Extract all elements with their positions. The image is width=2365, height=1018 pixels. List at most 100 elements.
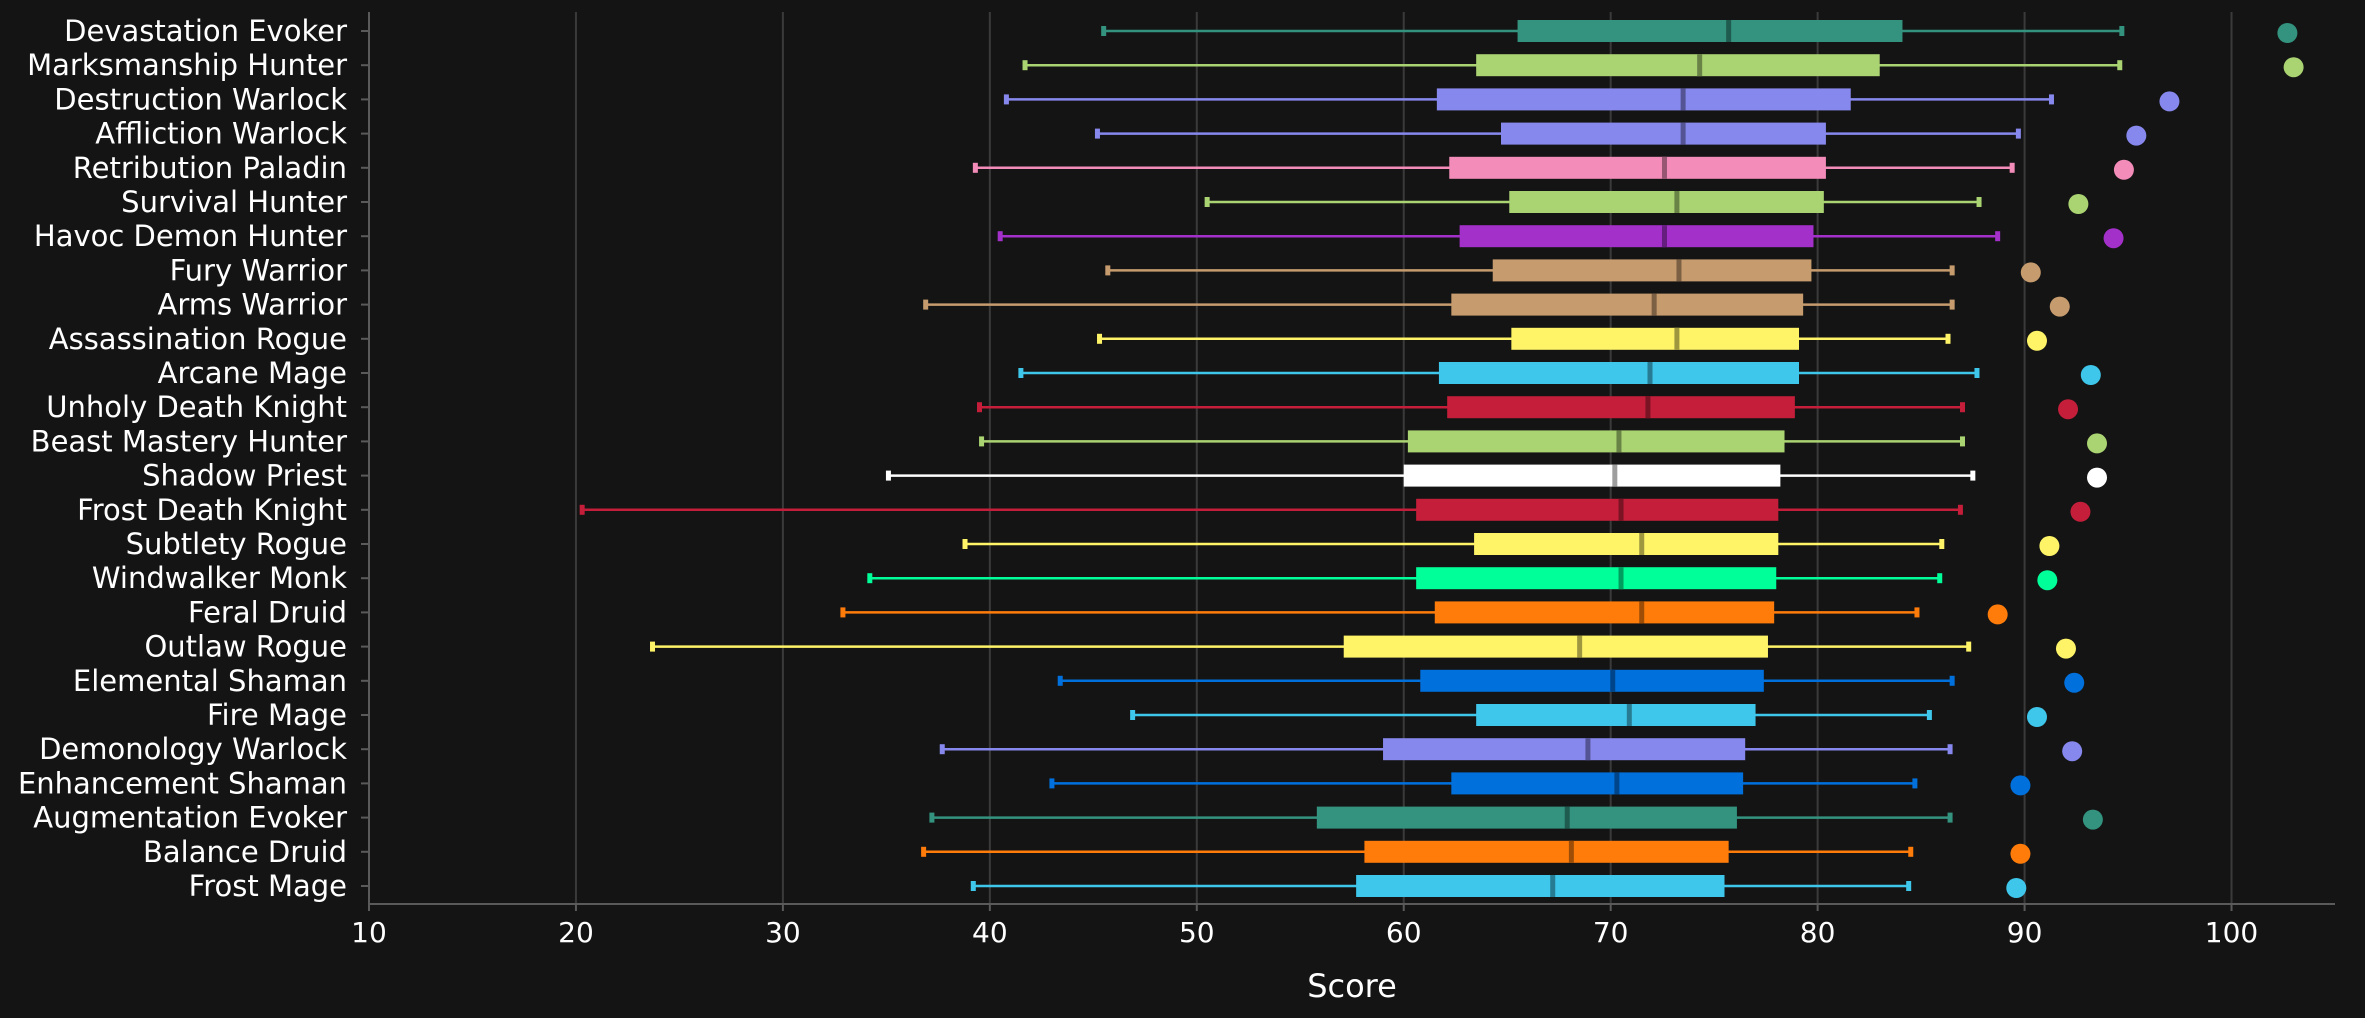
median-mark bbox=[1674, 327, 1680, 350]
median-mark bbox=[1647, 362, 1653, 384]
top-score-dot bbox=[1987, 604, 2008, 625]
category-label: Shadow Priest bbox=[142, 459, 347, 493]
top-score-dot bbox=[2103, 228, 2124, 249]
category-label: Frost Mage bbox=[189, 869, 347, 903]
whisker-cap-min bbox=[1101, 26, 1107, 36]
whisker-cap-min bbox=[1018, 368, 1024, 378]
whisker-cap-min bbox=[962, 539, 968, 549]
whisker-cap-max bbox=[1949, 299, 1955, 310]
box-shadow-priest bbox=[885, 464, 2108, 488]
category-label: Demonology Warlock bbox=[39, 732, 347, 766]
whisker-cap-max bbox=[1908, 846, 1914, 857]
whisker-cap-min bbox=[976, 402, 982, 413]
box-iqr bbox=[1476, 704, 1756, 726]
category-label: Survival Hunter bbox=[121, 185, 347, 219]
whisker-cap-max bbox=[1974, 368, 1980, 378]
whisker-cap-max bbox=[2009, 162, 2015, 173]
whisker-cap-min bbox=[923, 299, 929, 310]
box-unholy-death-knight bbox=[976, 396, 2079, 420]
whisker-cap-min bbox=[929, 812, 935, 823]
box-iqr bbox=[1476, 54, 1880, 77]
median-mark bbox=[1639, 533, 1645, 555]
median-mark bbox=[1618, 567, 1624, 590]
top-score-dot bbox=[2039, 536, 2060, 556]
box-iqr bbox=[1451, 293, 1804, 316]
whisker-cap-max bbox=[1970, 470, 1976, 481]
median-mark bbox=[1680, 122, 1686, 145]
x-tick-labels: 10 20 30 40 50 60 70 80 90 100 bbox=[351, 916, 2258, 949]
top-score-dot bbox=[2087, 433, 2108, 454]
top-score-dot bbox=[2159, 91, 2180, 112]
top-score-dot bbox=[2283, 57, 2304, 78]
box-iqr bbox=[1501, 122, 1826, 145]
category-label: Fury Warrior bbox=[170, 253, 348, 287]
median-mark bbox=[1726, 20, 1732, 42]
whisker-cap-max bbox=[2119, 26, 2125, 36]
whisker-cap-min bbox=[979, 436, 985, 447]
whisker-cap-max bbox=[1912, 778, 1918, 789]
box-iqr bbox=[1447, 396, 1795, 419]
top-score-dot bbox=[2026, 707, 2047, 727]
box-iqr bbox=[1509, 191, 1824, 213]
whisker-cap-max bbox=[1959, 436, 1965, 447]
box-survival-hunter bbox=[1204, 191, 2089, 214]
category-label: Feral Druid bbox=[188, 595, 347, 629]
box-arms-warrior bbox=[923, 293, 2070, 317]
grid-lines bbox=[574, 12, 2233, 904]
median-mark bbox=[1645, 396, 1651, 419]
whisker-cap-max bbox=[1949, 675, 1955, 686]
median-mark bbox=[1626, 704, 1632, 726]
box-affliction-warlock bbox=[1094, 122, 2147, 146]
whisker-cap-min bbox=[972, 162, 978, 173]
median-mark bbox=[1676, 259, 1682, 282]
box-fire-mage bbox=[1130, 704, 2047, 727]
whisker-cap-max bbox=[1949, 265, 1955, 276]
category-label: Arcane Mage bbox=[158, 356, 347, 390]
top-score-dot bbox=[2006, 878, 2027, 898]
category-label: Arms Warrior bbox=[158, 288, 348, 322]
box-retribution-paladin bbox=[972, 156, 2134, 180]
category-label: Elemental Shaman bbox=[73, 664, 347, 698]
whisker-cap-min bbox=[650, 641, 656, 652]
whisker-cap-max bbox=[1995, 231, 2001, 242]
box-iqr bbox=[1356, 875, 1725, 897]
top-score-dot bbox=[2068, 194, 2089, 214]
whisker-cap-min bbox=[921, 846, 927, 857]
x-tick-label: 50 bbox=[1179, 916, 1215, 949]
box-augmentation-evoker bbox=[929, 806, 2103, 830]
box-assassination-rogue bbox=[1097, 327, 2047, 351]
median-mark bbox=[1697, 54, 1703, 77]
x-tick-label: 80 bbox=[1800, 916, 1836, 949]
whisker-cap-max bbox=[1906, 881, 1912, 891]
box-iqr bbox=[1492, 259, 1812, 282]
top-score-dot bbox=[2020, 262, 2041, 283]
x-tick-label: 60 bbox=[1386, 916, 1422, 949]
top-score-dot bbox=[2070, 501, 2091, 522]
x-tick-label: 30 bbox=[765, 916, 801, 949]
box-beast-mastery-hunter bbox=[979, 430, 2108, 454]
category-label: Marksmanship Hunter bbox=[27, 48, 347, 82]
category-label: Frost Death Knight bbox=[77, 493, 347, 527]
top-score-dot bbox=[2058, 399, 2079, 420]
box-devastation-evoker bbox=[1101, 20, 2298, 43]
axes bbox=[361, 12, 2335, 911]
top-score-dot bbox=[2049, 296, 2070, 317]
box-balance-druid bbox=[921, 840, 2031, 864]
box-iqr bbox=[1364, 840, 1729, 863]
box-outlaw-rogue bbox=[650, 635, 2076, 659]
x-tick-label: 90 bbox=[2007, 916, 2043, 949]
box-iqr bbox=[1511, 327, 1800, 350]
box-demonology-warlock bbox=[939, 738, 2083, 762]
box-iqr bbox=[1403, 464, 1781, 487]
box-iqr bbox=[1343, 635, 1768, 658]
box-havoc-demon-hunter bbox=[997, 225, 2124, 249]
whisker-cap-max bbox=[2048, 94, 2054, 105]
whisker-cap-max bbox=[1926, 710, 1932, 720]
median-mark bbox=[1639, 601, 1645, 624]
whisker-cap-max bbox=[1966, 641, 1972, 652]
x-tick-label: 70 bbox=[1593, 916, 1629, 949]
box-iqr bbox=[1459, 225, 1814, 248]
whisker-cap-min bbox=[1094, 128, 1100, 139]
